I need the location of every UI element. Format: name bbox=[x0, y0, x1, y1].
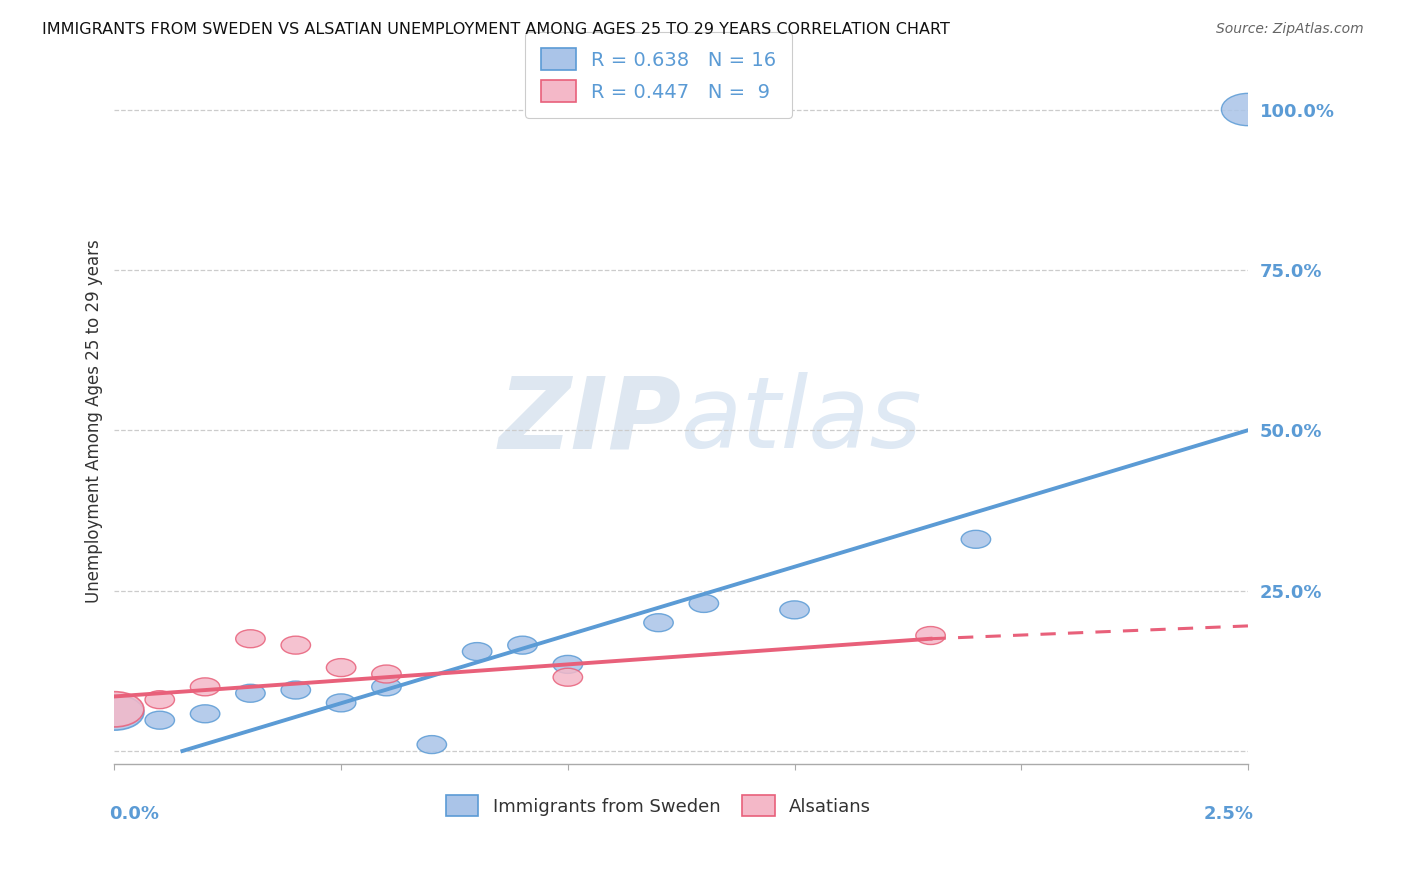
Text: atlas: atlas bbox=[681, 372, 922, 469]
Ellipse shape bbox=[915, 626, 945, 645]
Ellipse shape bbox=[236, 630, 266, 648]
Legend: Immigrants from Sweden, Alsatians: Immigrants from Sweden, Alsatians bbox=[439, 789, 879, 823]
Ellipse shape bbox=[508, 636, 537, 654]
Text: IMMIGRANTS FROM SWEDEN VS ALSATIAN UNEMPLOYMENT AMONG AGES 25 TO 29 YEARS CORREL: IMMIGRANTS FROM SWEDEN VS ALSATIAN UNEMP… bbox=[42, 22, 950, 37]
Ellipse shape bbox=[553, 668, 582, 686]
Ellipse shape bbox=[371, 665, 401, 683]
Ellipse shape bbox=[463, 642, 492, 661]
Ellipse shape bbox=[326, 694, 356, 712]
Ellipse shape bbox=[281, 681, 311, 699]
Ellipse shape bbox=[145, 690, 174, 708]
Ellipse shape bbox=[644, 614, 673, 632]
Ellipse shape bbox=[1222, 94, 1274, 126]
Y-axis label: Unemployment Among Ages 25 to 29 years: Unemployment Among Ages 25 to 29 years bbox=[86, 239, 103, 602]
Ellipse shape bbox=[190, 705, 219, 723]
Ellipse shape bbox=[145, 711, 174, 729]
Ellipse shape bbox=[371, 678, 401, 696]
Text: 0.0%: 0.0% bbox=[108, 805, 159, 823]
Ellipse shape bbox=[281, 636, 311, 654]
Ellipse shape bbox=[780, 601, 810, 619]
Ellipse shape bbox=[84, 691, 143, 727]
Ellipse shape bbox=[84, 695, 143, 731]
Ellipse shape bbox=[962, 531, 991, 549]
Ellipse shape bbox=[190, 678, 219, 696]
Text: ZIP: ZIP bbox=[498, 372, 681, 469]
Ellipse shape bbox=[326, 658, 356, 677]
Ellipse shape bbox=[418, 736, 447, 754]
Text: 2.5%: 2.5% bbox=[1204, 805, 1254, 823]
Ellipse shape bbox=[553, 656, 582, 673]
Ellipse shape bbox=[236, 684, 266, 702]
Text: Source: ZipAtlas.com: Source: ZipAtlas.com bbox=[1216, 22, 1364, 37]
Ellipse shape bbox=[689, 594, 718, 613]
